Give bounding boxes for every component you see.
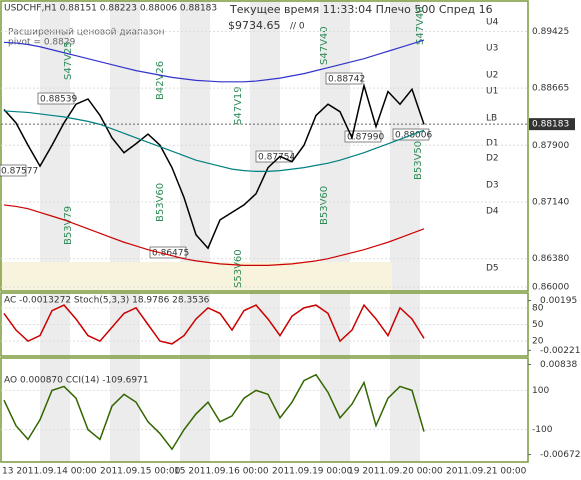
- y2-tick-label: 0.00838: [540, 360, 577, 370]
- ac-title: AC -0.0013272 Stoch(5,3,3) 18.9786 28.35…: [4, 296, 210, 306]
- y-tick-label: 0.87900: [532, 141, 569, 151]
- chart-title: USDCHF,H1 0.88151 0.88223 0.88006 0.8818…: [4, 4, 217, 14]
- ao-title: AO 0.000870 CCI(14) -109.6971: [4, 376, 149, 386]
- y-tick-label: 0.87140: [532, 197, 569, 207]
- signal-label: B42V26: [155, 61, 166, 100]
- price-label: 0.87990: [347, 133, 384, 143]
- y-tick-label: 20: [532, 337, 544, 347]
- y-tick-label: -100: [532, 425, 553, 435]
- series-line: [3, 204, 425, 266]
- main-panel: [0, 0, 529, 292]
- signal-label: B53V60: [319, 186, 330, 225]
- level-label: U4: [486, 18, 499, 28]
- price-label: 0.88539: [40, 95, 77, 105]
- balance: $9734.65: [228, 19, 281, 32]
- series-line: [3, 110, 425, 172]
- y-tick-label: 0.89425: [532, 27, 569, 37]
- signal-label: S47V25: [63, 41, 74, 80]
- y-tick-label: 0.88665: [532, 84, 569, 94]
- level-labels: U4 U3 U2 U1 LB D1 D2 D3 D4 D5: [486, 18, 499, 274]
- level-label: D4: [486, 207, 499, 217]
- signal-label: B53V79: [63, 206, 74, 245]
- ao-panel: [0, 357, 529, 463]
- y-tick-label: 80: [532, 303, 544, 313]
- y-tick-label: 100: [532, 386, 549, 396]
- time-labels: 13 2011.09.14 00:00 2011.09.15 00:00 15 …: [2, 467, 527, 477]
- time-label: 2011.09.19 00:00: [272, 467, 353, 477]
- price-label: 0.88006: [395, 131, 432, 141]
- time-label: 13 2011.09.14 00:00: [2, 467, 97, 477]
- level-label: LB: [486, 114, 497, 124]
- time-label: 19 2011.09.20 00:00: [348, 467, 443, 477]
- level-label: U3: [486, 44, 498, 54]
- level-label: D3: [486, 181, 499, 191]
- level-label: D1: [486, 139, 499, 149]
- level-label: D2: [486, 154, 499, 164]
- series-line: [3, 373, 425, 451]
- signal-labels: S47V25 B42V26 S47V19 S47V40 S47V40 B53V7…: [63, 6, 426, 288]
- price-labels: 0.88539 0.87577 0.88742 0.87754 0.87990 …: [0, 72, 432, 259]
- time-label: 2011.09.21 00:00: [446, 467, 527, 477]
- y2-tick-label: -0.00221: [540, 346, 580, 356]
- pivot-label: pivot = 0.8829: [8, 38, 76, 48]
- note: // 0: [290, 22, 305, 32]
- y-tick-label: 0.88183: [532, 120, 569, 130]
- status: Текущее время 11:33:04 Плечо 500 Спред 1…: [229, 3, 493, 16]
- price-label: 0.86475: [152, 249, 189, 259]
- y-tick-label: 0.86380: [532, 254, 569, 264]
- time-label: 15 2011.09.16 00:00: [174, 467, 269, 477]
- series-line: [3, 82, 425, 250]
- background-stripes: [0, 0, 420, 462]
- y2-tick-label: 0.00195: [540, 296, 577, 306]
- level-label: D5: [486, 264, 499, 274]
- series-line: [3, 39, 425, 83]
- signal-label: B53V60: [155, 183, 166, 222]
- signal-label: S47V40: [319, 26, 330, 65]
- signal-label: S47V40: [415, 6, 426, 45]
- range-label: Расширенный ценовой диапазон: [8, 28, 165, 38]
- level-label: U2: [486, 71, 498, 81]
- signal-label: S47V19: [233, 86, 244, 125]
- price-label: 0.87754: [258, 153, 295, 163]
- price-label: 0.87577: [1, 167, 38, 177]
- signal-label: B53V50: [413, 141, 424, 180]
- series-line: [3, 303, 425, 345]
- time-label: 2011.09.15 00:00: [100, 467, 181, 477]
- price-marker: [529, 118, 575, 131]
- price-label: 0.88742: [328, 75, 365, 85]
- y2-tick-label: -0.00672: [540, 450, 580, 460]
- y-tick-label: 0.86000: [532, 283, 569, 293]
- signal-label: S53V60: [233, 249, 244, 288]
- y-tick-label: 50: [532, 320, 544, 330]
- level-label: U1: [486, 87, 498, 97]
